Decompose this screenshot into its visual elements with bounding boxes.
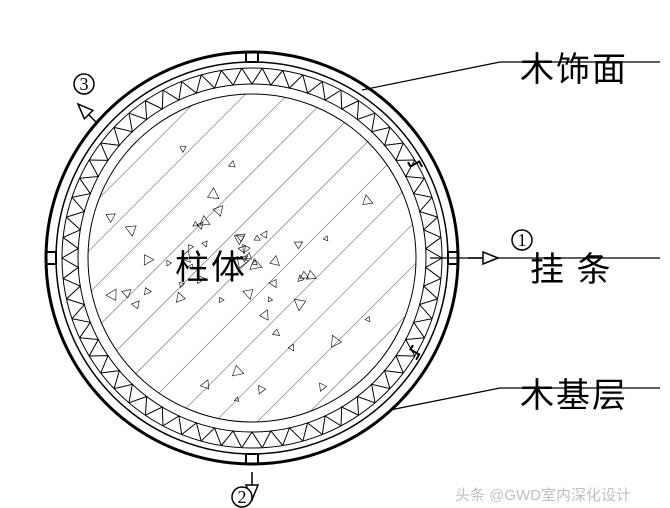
callout-num-3: 3 bbox=[80, 74, 89, 94]
label-veneer: 木饰面 bbox=[520, 42, 628, 91]
clip-icon bbox=[408, 162, 422, 167]
label-core: 柱体 bbox=[175, 240, 247, 289]
label-hanger: 挂 条 bbox=[530, 242, 613, 291]
watermark-text: 头条 @GWD室内深化设计 bbox=[455, 484, 631, 505]
callout-arrow-3 bbox=[78, 104, 96, 122]
clip-icon bbox=[410, 345, 419, 360]
callout-num-1: 1 bbox=[518, 230, 527, 250]
column-core bbox=[88, 94, 416, 422]
label-base: 木基层 bbox=[520, 368, 628, 417]
callout-num-2: 2 bbox=[238, 487, 247, 507]
